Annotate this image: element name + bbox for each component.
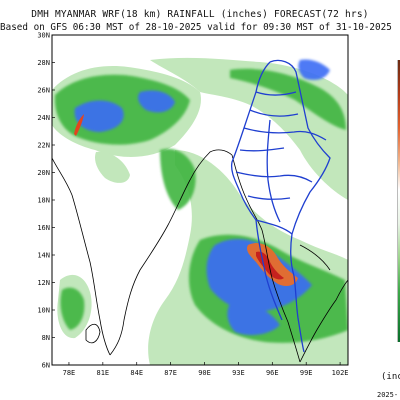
lon-tick-label: 81E bbox=[97, 369, 110, 377]
lon-tick-label: 78E bbox=[63, 369, 76, 377]
lon-tick-label: 84E bbox=[130, 369, 143, 377]
rainfall-blue bbox=[74, 59, 330, 336]
lat-tick-label: 26N bbox=[37, 87, 50, 95]
colorbar bbox=[397, 60, 400, 342]
lat-tick-label: 20N bbox=[37, 169, 50, 177]
lat-tick-label: 30N bbox=[37, 32, 50, 40]
lat-tick-label: 12N bbox=[37, 279, 50, 287]
myanmar-borders bbox=[230, 59, 331, 353]
coastlines bbox=[52, 149, 348, 363]
lat-tick-label: 18N bbox=[37, 197, 50, 205]
lon-tick-label: 93E bbox=[232, 369, 245, 377]
lon-tick-label: 99E bbox=[300, 369, 313, 377]
latitude-ticks: 30N 28N 26N 24N 22N 20N 18N 16N 14N 12N 10N 8N 6N bbox=[37, 32, 55, 370]
lat-tick-label: 8N bbox=[42, 334, 50, 342]
lon-tick-label: 102E bbox=[332, 369, 349, 377]
rainfall-heavy bbox=[74, 114, 298, 286]
lat-tick-label: 10N bbox=[37, 307, 50, 315]
lat-tick-label: 28N bbox=[37, 59, 50, 67]
longitude-ticks: 78E 81E 84E 87E 90E 93E 96E 99E 102E bbox=[63, 362, 349, 377]
colorbar-unit-label: (inch bbox=[381, 372, 400, 382]
lat-tick-label: 22N bbox=[37, 142, 50, 150]
lon-tick-label: 87E bbox=[164, 369, 177, 377]
lon-tick-label: 96E bbox=[266, 369, 279, 377]
map-subtitle: Based on GFS 06:30 MST of 28-10-2025 val… bbox=[0, 22, 392, 33]
lon-tick-label: 90E bbox=[198, 369, 211, 377]
map-title: DMH MYANMAR WRF(18 km) RAINFALL (inches)… bbox=[31, 9, 369, 20]
lat-tick-label: 6N bbox=[42, 362, 50, 370]
lat-tick-label: 16N bbox=[37, 224, 50, 232]
lat-tick-label: 24N bbox=[37, 114, 50, 122]
lat-tick-label: 14N bbox=[37, 252, 50, 260]
colorbar-date-label: 2025- bbox=[377, 391, 399, 399]
